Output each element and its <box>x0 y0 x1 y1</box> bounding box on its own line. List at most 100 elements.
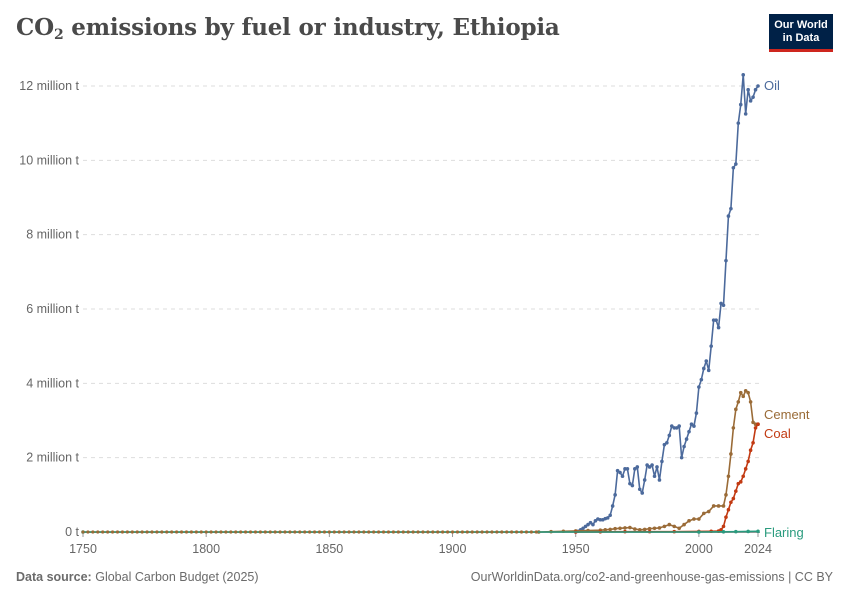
footer-link[interactable]: OurWorldinData.org/co2-and-greenhouse-ga… <box>470 570 833 584</box>
data-point-zero <box>184 530 189 534</box>
owid-logo[interactable]: Our World in Data <box>769 14 833 52</box>
data-point-zero <box>411 530 415 534</box>
data-point-zero <box>145 530 149 534</box>
data-point-cement <box>731 426 736 430</box>
data-point-oil <box>741 73 746 77</box>
data-point-oil <box>736 121 741 125</box>
data-point-cement <box>716 504 721 508</box>
data-point-oil <box>647 465 652 469</box>
data-point-cement <box>677 526 681 531</box>
data-point-cement <box>623 526 627 530</box>
data-point-zero <box>500 530 504 534</box>
data-point-oil <box>734 162 738 166</box>
data-point-zero <box>81 530 85 534</box>
data-point-oil <box>645 463 649 467</box>
data-point-cement <box>618 526 622 531</box>
data-point-zero <box>170 530 174 534</box>
data-point-coal <box>724 515 728 519</box>
data-point-coal <box>741 474 746 479</box>
data-point-cement <box>702 511 706 516</box>
data-point-zero <box>204 530 208 534</box>
data-point-oil <box>588 520 593 525</box>
data-point-cement <box>603 527 608 532</box>
data-point-zero <box>386 530 391 534</box>
series-label-coal: Coal <box>764 426 791 441</box>
data-point-zero <box>431 530 435 534</box>
data-point-cement <box>652 526 657 531</box>
data-point-zero <box>460 530 464 534</box>
data-point-oil <box>753 87 758 92</box>
x-tick-label: 1750 <box>69 542 97 556</box>
data-point-oil <box>706 368 711 373</box>
data-point-oil <box>719 301 723 306</box>
data-point-oil <box>655 465 659 469</box>
data-point-zero <box>160 530 164 534</box>
data-point-oil <box>672 426 677 430</box>
series-label-oil: Oil <box>764 78 780 93</box>
data-point-zero <box>278 530 282 534</box>
data-point-zero <box>455 530 460 534</box>
data-point-zero <box>308 530 312 534</box>
data-point-cement <box>736 400 741 404</box>
data-point-zero <box>510 530 514 534</box>
data-point-zero <box>485 530 489 534</box>
data-point-oil <box>650 463 654 467</box>
data-point-cement <box>657 526 662 530</box>
data-point-zero <box>229 530 233 534</box>
data-source: Data source: Global Carbon Budget (2025) <box>16 570 259 584</box>
data-point-zero <box>110 530 115 534</box>
data-point-zero <box>367 530 371 534</box>
data-point-zero <box>234 530 238 534</box>
data-point-zero <box>406 530 410 534</box>
data-point-oil <box>729 206 733 211</box>
data-point-zero <box>258 530 262 534</box>
data-point-zero <box>495 530 499 534</box>
data-point-oil <box>714 318 718 322</box>
data-point-flaring <box>721 530 726 534</box>
data-point-oil <box>598 517 603 522</box>
data-point-oil <box>640 491 645 495</box>
data-point-flaring <box>697 530 701 534</box>
y-tick-label: 10 million t <box>19 153 79 167</box>
data-point-zero <box>150 530 154 534</box>
data-point-zero <box>243 530 248 534</box>
data-point-oil <box>738 102 743 107</box>
data-point-cement <box>741 394 746 399</box>
data-point-oil <box>748 99 753 103</box>
data-point-cement <box>748 400 753 404</box>
x-tick-label: 1800 <box>192 542 220 556</box>
data-point-zero <box>239 530 243 534</box>
data-point-oil <box>677 424 681 428</box>
data-point-oil <box>605 516 610 520</box>
data-point-oil <box>618 470 622 475</box>
data-point-zero <box>303 530 307 534</box>
logo-line-2: in Data <box>782 32 820 44</box>
data-point-cement <box>628 525 632 530</box>
data-point-oil <box>633 467 637 471</box>
data-point-zero <box>342 530 346 534</box>
data-point-zero <box>391 530 395 534</box>
data-source-value[interactable]: Global Carbon Budget (2025) <box>95 570 259 584</box>
data-point-zero <box>106 530 110 534</box>
data-point-zero <box>317 530 322 534</box>
data-point-oil <box>721 303 726 308</box>
data-point-zero <box>519 530 524 534</box>
data-point-zero <box>490 530 494 534</box>
data-point-coal <box>729 500 733 505</box>
chart-title: CO2 emissions by fuel or industry, Ethio… <box>16 14 560 43</box>
data-point-zero <box>401 530 405 534</box>
data-point-zero <box>293 530 297 534</box>
y-tick-label: 4 million t <box>26 376 79 390</box>
data-point-zero <box>135 530 139 534</box>
data-point-zero <box>165 530 169 534</box>
series-line-flaring <box>83 530 759 533</box>
data-point-oil <box>674 426 679 430</box>
data-point-coal <box>748 448 753 453</box>
data-point-oil <box>692 424 696 428</box>
line-chart: 0 t 2 million t 4 million t 6 million t 8 mi… <box>19 73 810 556</box>
data-point-zero <box>288 530 292 534</box>
data-point-oil <box>613 493 617 497</box>
data-point-oil <box>689 422 694 427</box>
data-point-zero <box>529 530 533 534</box>
data-point-oil <box>583 524 588 529</box>
